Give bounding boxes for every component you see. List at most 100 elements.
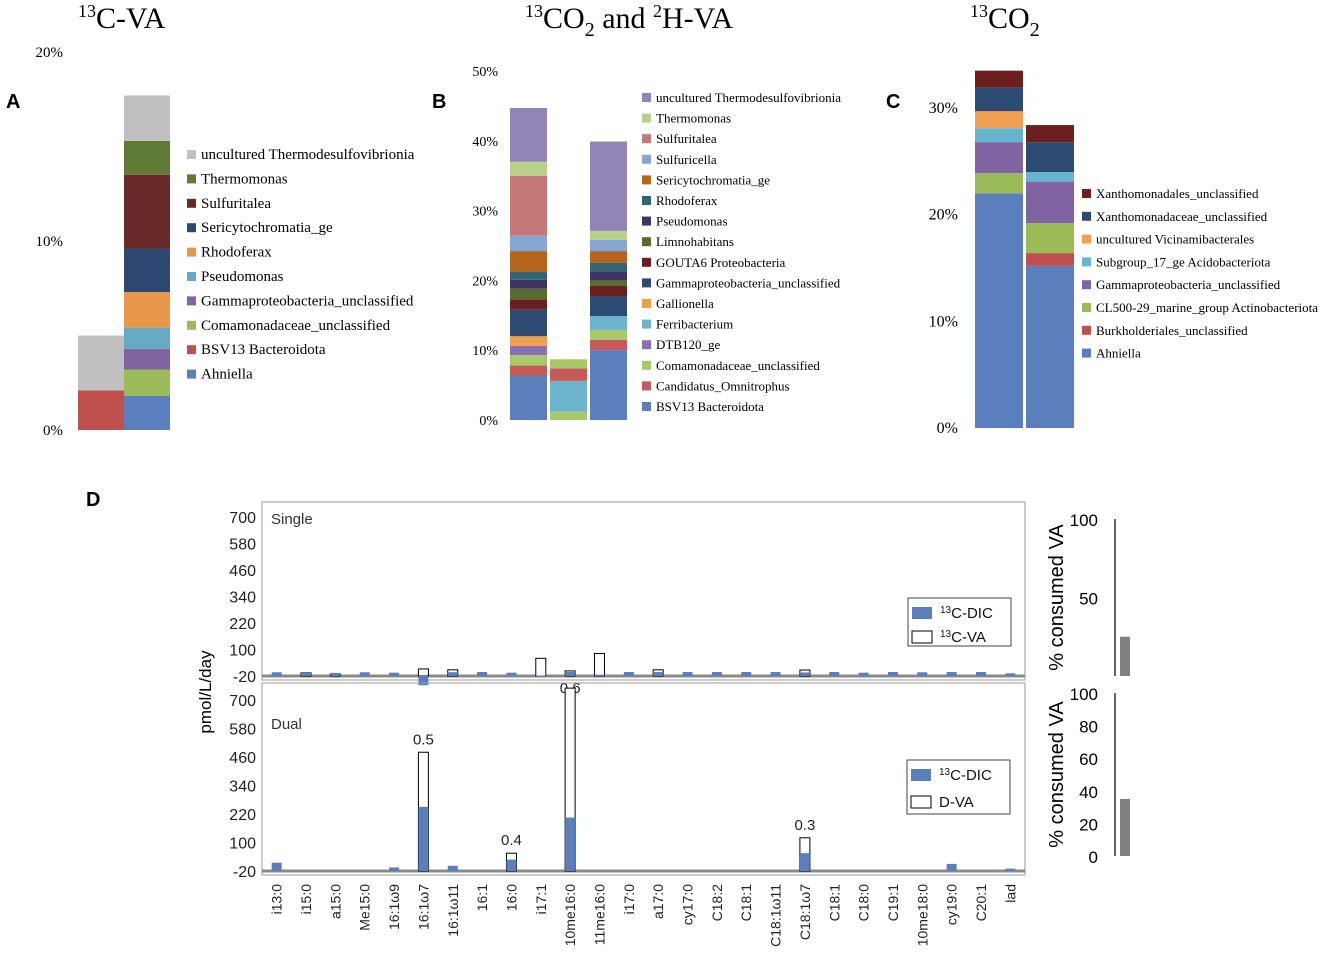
bar-segment: [1026, 142, 1074, 172]
x-tick-label: C19:1: [885, 884, 901, 922]
x-tick-label: cy19:0: [944, 884, 960, 925]
legend-label: 13C-DIC: [940, 605, 993, 622]
x-tick-label: i15:0: [298, 884, 314, 915]
legend-swatch: [187, 272, 196, 281]
legend-label: Gammaproteobacteria_unclassified: [656, 275, 841, 290]
bar-segment: [550, 380, 587, 412]
legend-swatch: [187, 150, 196, 159]
bar-segment: [550, 368, 587, 381]
y-tick-label: 20%: [472, 274, 498, 289]
bar-segment: [590, 285, 627, 297]
legend-swatch: [912, 607, 932, 619]
legend-swatch: [187, 223, 196, 233]
bar-annotation: 0.3: [794, 817, 815, 834]
legend-label: Pseudomonas: [656, 214, 728, 229]
x-tick-label: C18:1ω11: [768, 884, 784, 947]
bar-segment: [590, 230, 627, 240]
title-part: 13: [525, 1, 543, 21]
bar-segment: [510, 288, 547, 300]
legend-swatch: [187, 320, 196, 330]
side-tick-label: 60: [1079, 750, 1098, 769]
bar-filled: [565, 817, 576, 871]
side-tick-label: 100: [1070, 685, 1098, 704]
side-bar: [1120, 798, 1130, 856]
bar-segment: [590, 350, 627, 420]
title-part: 13: [970, 1, 988, 21]
title-part: 2: [1030, 19, 1040, 41]
x-tick-label: C18:0: [856, 884, 872, 922]
bar-filled: [829, 672, 840, 676]
y-tick-label: 10%: [472, 344, 498, 359]
x-tick-label: C20:1: [973, 884, 989, 922]
y-tick-label: 30%: [929, 100, 958, 117]
side-tick-label: 100: [1070, 511, 1098, 530]
legend-swatch: [187, 247, 196, 257]
legend-label: Limnohabitans: [656, 234, 734, 249]
y-tick-label: 580: [229, 537, 256, 554]
y-tick-label: 20%: [929, 207, 958, 224]
legend-swatch: [642, 216, 651, 226]
panel-b-title: 13CO2 and 2H-VA: [525, 1, 733, 41]
bar-filled: [301, 672, 312, 676]
y-tick-label: 50%: [472, 65, 498, 80]
legend-swatch: [642, 278, 651, 288]
legend-label: Candidatus_Omnitrophus: [656, 378, 790, 393]
bar-open: [593, 652, 605, 677]
legend-swatch: [1082, 280, 1091, 290]
legend-swatch: [1082, 325, 1091, 335]
bar-segment: [590, 296, 627, 316]
y-tick-label: 220: [229, 807, 256, 824]
bar-segment: [975, 87, 1023, 112]
bar-open: [417, 668, 429, 677]
bar-filled: [535, 675, 546, 678]
bar-segment: [975, 173, 1023, 194]
panel-label-c: C: [886, 91, 900, 113]
bar-filled: [594, 674, 605, 677]
bar-segment: [1026, 172, 1074, 182]
bar-segment: [590, 251, 627, 263]
bar-segment: [590, 315, 627, 330]
y-tick-label: 220: [229, 616, 256, 633]
legend-swatch: [642, 299, 651, 308]
legend-label: Subgroup_17_ge Acidobacteriota: [1096, 254, 1271, 269]
bar-filled: [711, 672, 722, 676]
bar-filled: [653, 672, 664, 676]
bar-segment: [975, 70, 1023, 88]
legend-mass: 13: [940, 605, 952, 616]
legend-swatch: [1082, 234, 1091, 244]
legend-swatch: [642, 93, 651, 102]
x-tick-label: lad: [1002, 884, 1018, 903]
y-tick-label: 100: [229, 643, 256, 660]
legend-label: Gammaproteobacteria_unclassified: [201, 293, 414, 309]
side-bar: [1120, 636, 1130, 676]
bar-filled: [858, 672, 869, 676]
plot-frame: [261, 682, 1026, 876]
legend-swatch: [642, 319, 651, 329]
bar-filled: [418, 676, 429, 686]
bar-filled: [389, 672, 400, 676]
bar-segment: [510, 355, 547, 366]
y-tick-label: 100: [229, 836, 256, 853]
legend-swatch: [642, 134, 651, 144]
bar-segment: [1026, 181, 1074, 224]
legend-swatch: [642, 175, 651, 185]
bar-segment: [124, 140, 170, 175]
legend-label: CL500-29_marine_group Actinobacteriota: [1096, 300, 1318, 315]
bar-segment: [975, 111, 1023, 129]
legend-label: Ahniella: [1096, 346, 1141, 361]
x-tick-label: C18:1: [826, 884, 842, 922]
legend-swatch: [642, 340, 651, 350]
legend-label: 13C-VA: [940, 629, 986, 646]
side-axis-title: % consumed VA: [1046, 701, 1068, 848]
title-part: and: [595, 2, 653, 35]
legend-swatch: [187, 296, 196, 306]
subplot-label: Single: [271, 511, 313, 528]
bar-filled: [770, 672, 781, 676]
legend-label: Rhodoferax: [656, 193, 718, 208]
x-tick-label: i17:0: [621, 884, 637, 915]
y-tick-label: 340: [229, 590, 256, 607]
legend-mass: 13: [940, 629, 952, 640]
panel-label-b: B: [432, 91, 446, 113]
x-tick-label: 16:1ω7: [415, 884, 431, 930]
y-tick-label: -20: [233, 864, 256, 881]
